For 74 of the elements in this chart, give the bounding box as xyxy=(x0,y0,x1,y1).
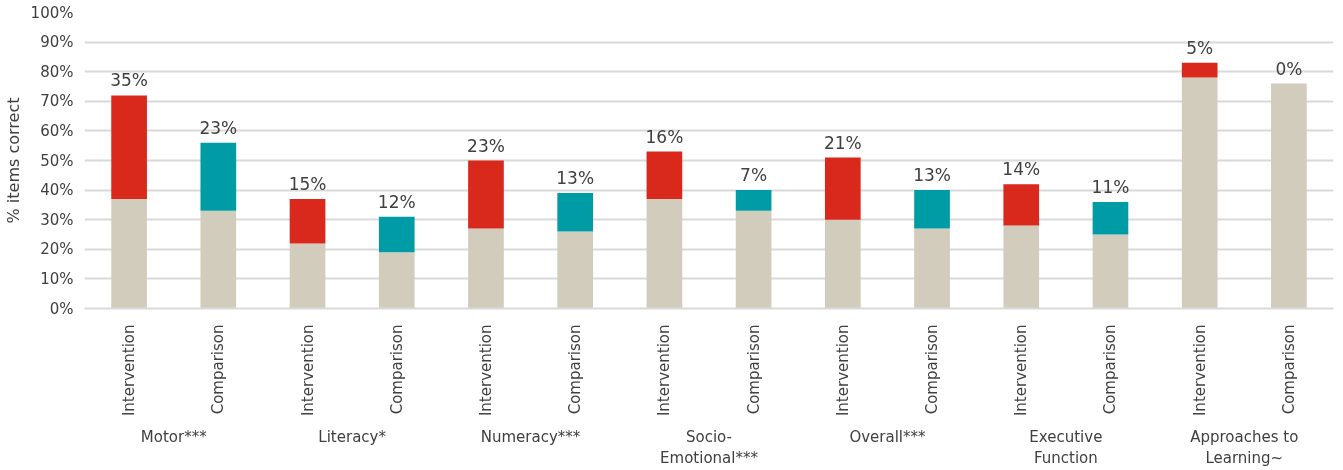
bar xyxy=(824,219,861,309)
data-label: 12% xyxy=(377,191,416,212)
data-label: 23% xyxy=(467,135,505,156)
bar xyxy=(468,160,504,229)
bar xyxy=(1003,184,1040,226)
data-label: 14% xyxy=(1002,159,1041,180)
text: Overall*** xyxy=(849,427,926,446)
data-label: 35% xyxy=(110,70,149,91)
text: Numeracy*** xyxy=(480,427,581,446)
bar xyxy=(824,157,861,220)
data-label: 0% xyxy=(1275,58,1303,79)
bar xyxy=(1181,77,1218,309)
text: Motor*** xyxy=(140,427,208,446)
x-tick-label: Intervention xyxy=(1190,324,1209,417)
bar xyxy=(735,190,772,211)
y-tick-label: 100% xyxy=(30,3,74,22)
x-tick-label: Comparison xyxy=(209,324,228,415)
data-label: 23% xyxy=(199,117,238,138)
bar xyxy=(289,243,326,309)
bar xyxy=(646,151,683,199)
bar xyxy=(557,193,594,232)
bar xyxy=(468,228,504,309)
data-label: 15% xyxy=(288,173,327,194)
x-tick-label: Comparison xyxy=(1279,324,1298,415)
bar xyxy=(914,228,950,309)
y-tick-label: 40% xyxy=(40,181,74,200)
x-tick-label: Comparison xyxy=(744,324,763,415)
data-label: 13% xyxy=(556,168,595,189)
x-tick-label: Comparison xyxy=(387,324,406,415)
bar xyxy=(378,252,415,309)
y-tick-label: 60% xyxy=(40,121,74,140)
bar xyxy=(111,198,147,309)
bar xyxy=(1092,201,1129,235)
data-label: 13% xyxy=(913,165,951,186)
y-tick-label: 0% xyxy=(49,299,74,318)
bar xyxy=(1092,234,1129,309)
x-tick-label: Intervention xyxy=(833,324,852,417)
y-tick-label: 10% xyxy=(40,269,74,288)
x-tick-label: Comparison xyxy=(566,324,585,415)
text: Socio-Emotional*** xyxy=(660,427,759,468)
bar xyxy=(914,190,950,229)
data-label: 11% xyxy=(1091,176,1130,197)
y-tick-label: 20% xyxy=(40,240,74,259)
text: Executive Function xyxy=(1029,427,1103,468)
x-tick-label: Intervention xyxy=(476,324,495,417)
bar xyxy=(646,198,683,309)
x-tick-label: Intervention xyxy=(298,324,317,417)
bar xyxy=(111,95,147,199)
data-label: 7% xyxy=(740,165,768,186)
y-tick-label: 80% xyxy=(40,62,74,81)
data-label: 16% xyxy=(645,126,684,147)
bar xyxy=(1271,83,1307,309)
y-tick-label: 70% xyxy=(40,92,74,111)
y-tick-label: 50% xyxy=(40,151,74,170)
bar xyxy=(200,142,237,211)
bar xyxy=(200,210,237,309)
x-tick-label: Intervention xyxy=(120,324,139,417)
y-axis-title: % items correct xyxy=(3,97,23,224)
bar xyxy=(378,216,415,253)
y-tick-label: 90% xyxy=(40,33,74,52)
bar xyxy=(289,198,326,244)
data-label: 21% xyxy=(823,132,862,153)
bar xyxy=(1003,225,1040,309)
data-label: 5% xyxy=(1186,37,1214,58)
bar xyxy=(735,210,772,309)
y-tick-label: 30% xyxy=(40,210,74,229)
x-tick-label: Intervention xyxy=(1012,324,1031,417)
x-tick-label: Comparison xyxy=(1101,324,1120,415)
text: Literacy* xyxy=(318,427,387,446)
x-tick-label: Comparison xyxy=(923,324,942,415)
x-tick-label: Intervention xyxy=(655,324,674,417)
bar xyxy=(1181,62,1218,78)
text: Approaches to Learning~ xyxy=(1190,427,1299,468)
bar xyxy=(557,231,594,309)
